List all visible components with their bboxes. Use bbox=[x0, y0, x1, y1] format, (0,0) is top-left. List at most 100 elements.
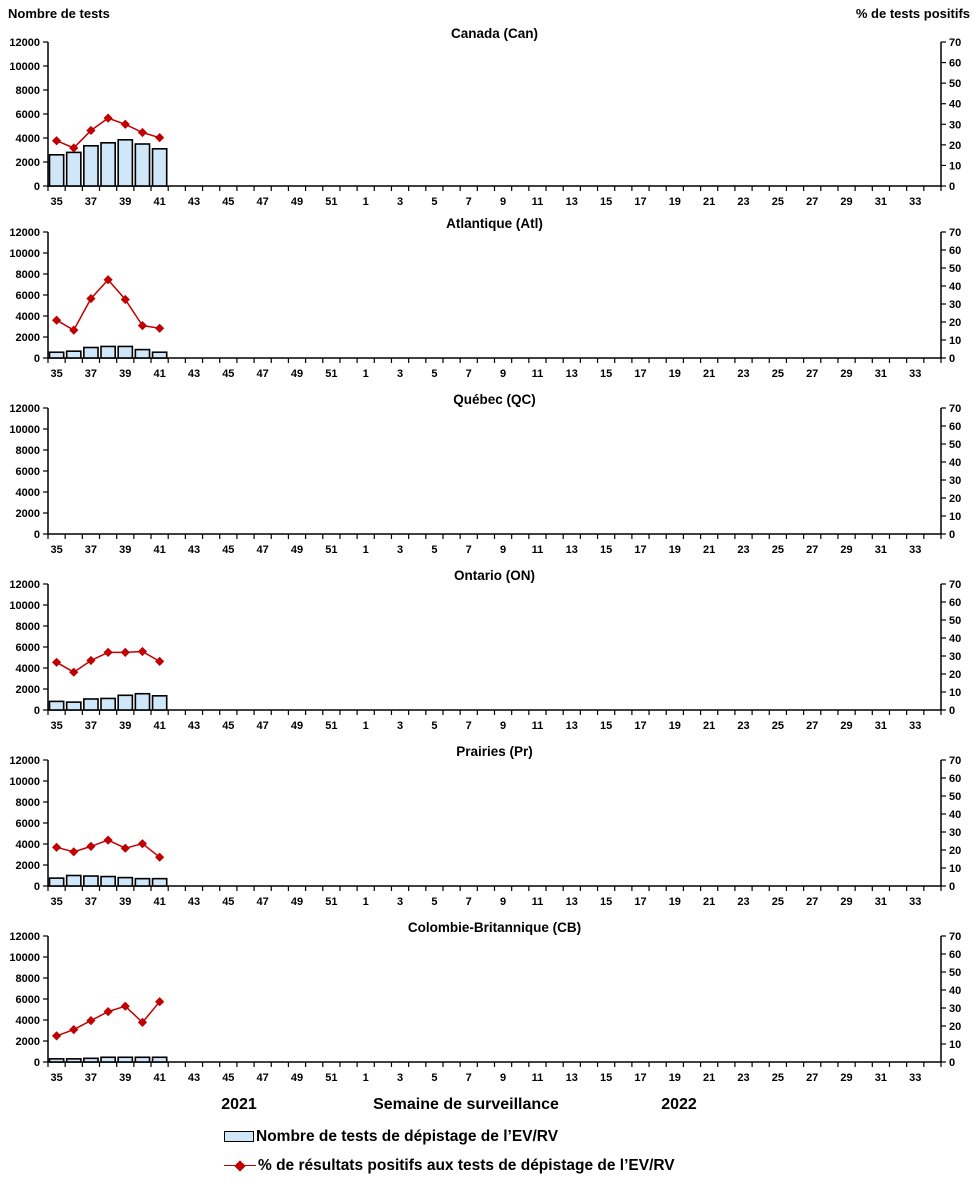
panel-quebec: Québec (QC) 0 2000 4000 6000 8000 10000 12000 0 1… bbox=[0, 388, 976, 564]
left-tick-label: 10000 bbox=[9, 248, 40, 260]
x-tick-label: 7 bbox=[466, 896, 472, 908]
x-tick-label: 31 bbox=[875, 1072, 887, 1084]
x-tick-label: 13 bbox=[566, 196, 578, 208]
x-tick-label: 23 bbox=[737, 196, 749, 208]
line-point bbox=[51, 136, 62, 146]
right-tick-label: 10 bbox=[949, 1039, 961, 1051]
right-tick-label: 30 bbox=[949, 827, 961, 839]
bar bbox=[151, 148, 168, 187]
x-tick-label: 19 bbox=[669, 196, 681, 208]
panel-colombie-britannique: Colombie-Britannique (CB) 0 2000 4000 6000 80… bbox=[0, 916, 976, 1092]
bar bbox=[65, 1058, 82, 1063]
right-tick-label: 20 bbox=[949, 669, 961, 681]
x-tick-label: 49 bbox=[291, 1072, 303, 1084]
bar-swatch-icon bbox=[224, 1131, 254, 1142]
x-tick-label: 41 bbox=[154, 720, 166, 732]
right-tick-label: 10 bbox=[949, 687, 961, 699]
x-tick-label: 31 bbox=[875, 196, 887, 208]
bar bbox=[151, 351, 168, 359]
right-tick-label: 60 bbox=[949, 597, 961, 609]
left-tick-label: 8000 bbox=[16, 621, 40, 633]
line-point bbox=[137, 321, 148, 331]
line-point bbox=[120, 843, 130, 853]
right-tick-label: 0 bbox=[949, 529, 955, 541]
x-tick-label: 35 bbox=[50, 896, 62, 908]
x-axis-footer: 2021 Semaine de surveillance 2022 bbox=[0, 1092, 976, 1122]
x-tick-label: 33 bbox=[909, 896, 921, 908]
panel-title: Ontario (ON) bbox=[454, 568, 535, 583]
bar bbox=[151, 695, 168, 711]
x-tick-label: 43 bbox=[188, 896, 200, 908]
x-tick-label: 1 bbox=[363, 1072, 369, 1084]
x-tick-label: 35 bbox=[50, 196, 62, 208]
x-tick-label: 7 bbox=[466, 1072, 472, 1084]
right-tick-label: 20 bbox=[949, 845, 961, 857]
x-tick-label: 17 bbox=[634, 196, 646, 208]
x-tick-label: 25 bbox=[772, 1072, 784, 1084]
line-point bbox=[86, 655, 96, 666]
x-tick-label: 23 bbox=[737, 544, 749, 556]
left-tick-label: 4000 bbox=[16, 839, 40, 851]
line-point bbox=[51, 657, 62, 667]
bar bbox=[100, 697, 116, 711]
x-tick-label: 45 bbox=[222, 368, 234, 380]
x-tick-label: 35 bbox=[50, 720, 62, 732]
x-tick-label: 39 bbox=[119, 544, 131, 556]
x-tick-label: 25 bbox=[772, 720, 784, 732]
bar bbox=[117, 876, 134, 887]
line-point bbox=[86, 841, 96, 851]
bar bbox=[83, 1057, 99, 1063]
x-tick-label: 15 bbox=[600, 896, 612, 908]
left-tick-label: 4000 bbox=[16, 487, 40, 499]
x-tick-label: 15 bbox=[600, 368, 612, 380]
right-tick-label: 40 bbox=[949, 985, 961, 997]
panel-title: Québec (QC) bbox=[453, 392, 536, 407]
x-tick-label: 19 bbox=[669, 368, 681, 380]
x-tick-label: 5 bbox=[431, 1072, 437, 1084]
bar bbox=[65, 151, 82, 187]
x-tick-label: 11 bbox=[532, 1072, 544, 1084]
x-tick-label: 13 bbox=[566, 368, 578, 380]
left-tick-label: 8000 bbox=[16, 797, 40, 809]
left-tick-label: 12000 bbox=[9, 37, 40, 49]
right-tick-label: 20 bbox=[949, 140, 961, 152]
x-tick-label: 41 bbox=[154, 544, 166, 556]
x-tick-label: 49 bbox=[291, 544, 303, 556]
right-tick-label: 50 bbox=[949, 78, 961, 90]
x-tick-label: 39 bbox=[119, 368, 131, 380]
right-tick-label: 10 bbox=[949, 511, 961, 523]
x-tick-label: 27 bbox=[806, 896, 818, 908]
x-tick-label: 15 bbox=[600, 1072, 612, 1084]
right-tick-label: 0 bbox=[949, 181, 955, 193]
left-tick-label: 0 bbox=[34, 529, 40, 541]
x-tick-label: 47 bbox=[257, 896, 269, 908]
left-tick-label: 6000 bbox=[16, 109, 40, 121]
right-tick-label: 70 bbox=[949, 579, 961, 591]
x-tick-label: 17 bbox=[634, 544, 646, 556]
line-point bbox=[69, 325, 79, 335]
right-tick-label: 60 bbox=[949, 773, 961, 785]
line-point bbox=[103, 113, 113, 123]
panel-title: Atlantique (Atl) bbox=[446, 216, 543, 231]
x-tick-label: 3 bbox=[397, 544, 403, 556]
x-tick-label: 31 bbox=[875, 720, 887, 732]
x-tick-label: 51 bbox=[325, 896, 337, 908]
right-tick-label: 60 bbox=[949, 58, 961, 70]
bar bbox=[134, 692, 151, 711]
line-point bbox=[120, 294, 130, 305]
x-tick-label: 29 bbox=[840, 896, 852, 908]
right-tick-label: 20 bbox=[949, 317, 961, 329]
x-tick-label: 39 bbox=[119, 896, 131, 908]
right-tick-label: 70 bbox=[949, 37, 961, 49]
legend-item-positivity: % de résultats positifs aux tests de dép… bbox=[224, 1151, 976, 1180]
x-tick-label: 31 bbox=[875, 896, 887, 908]
bar bbox=[117, 1056, 134, 1063]
left-tick-label: 0 bbox=[34, 1057, 40, 1069]
panel-ontario: Ontario (ON) 0 2000 4000 6000 8000 10000 12000 0… bbox=[0, 564, 976, 740]
x-tick-label: 13 bbox=[566, 720, 578, 732]
right-tick-label: 50 bbox=[949, 615, 961, 627]
left-tick-label: 0 bbox=[34, 353, 40, 365]
line-point bbox=[120, 1001, 130, 1011]
right-tick-label: 30 bbox=[949, 119, 961, 131]
legend: Nombre de tests de dépistage de l’EV/RV … bbox=[0, 1122, 976, 1180]
